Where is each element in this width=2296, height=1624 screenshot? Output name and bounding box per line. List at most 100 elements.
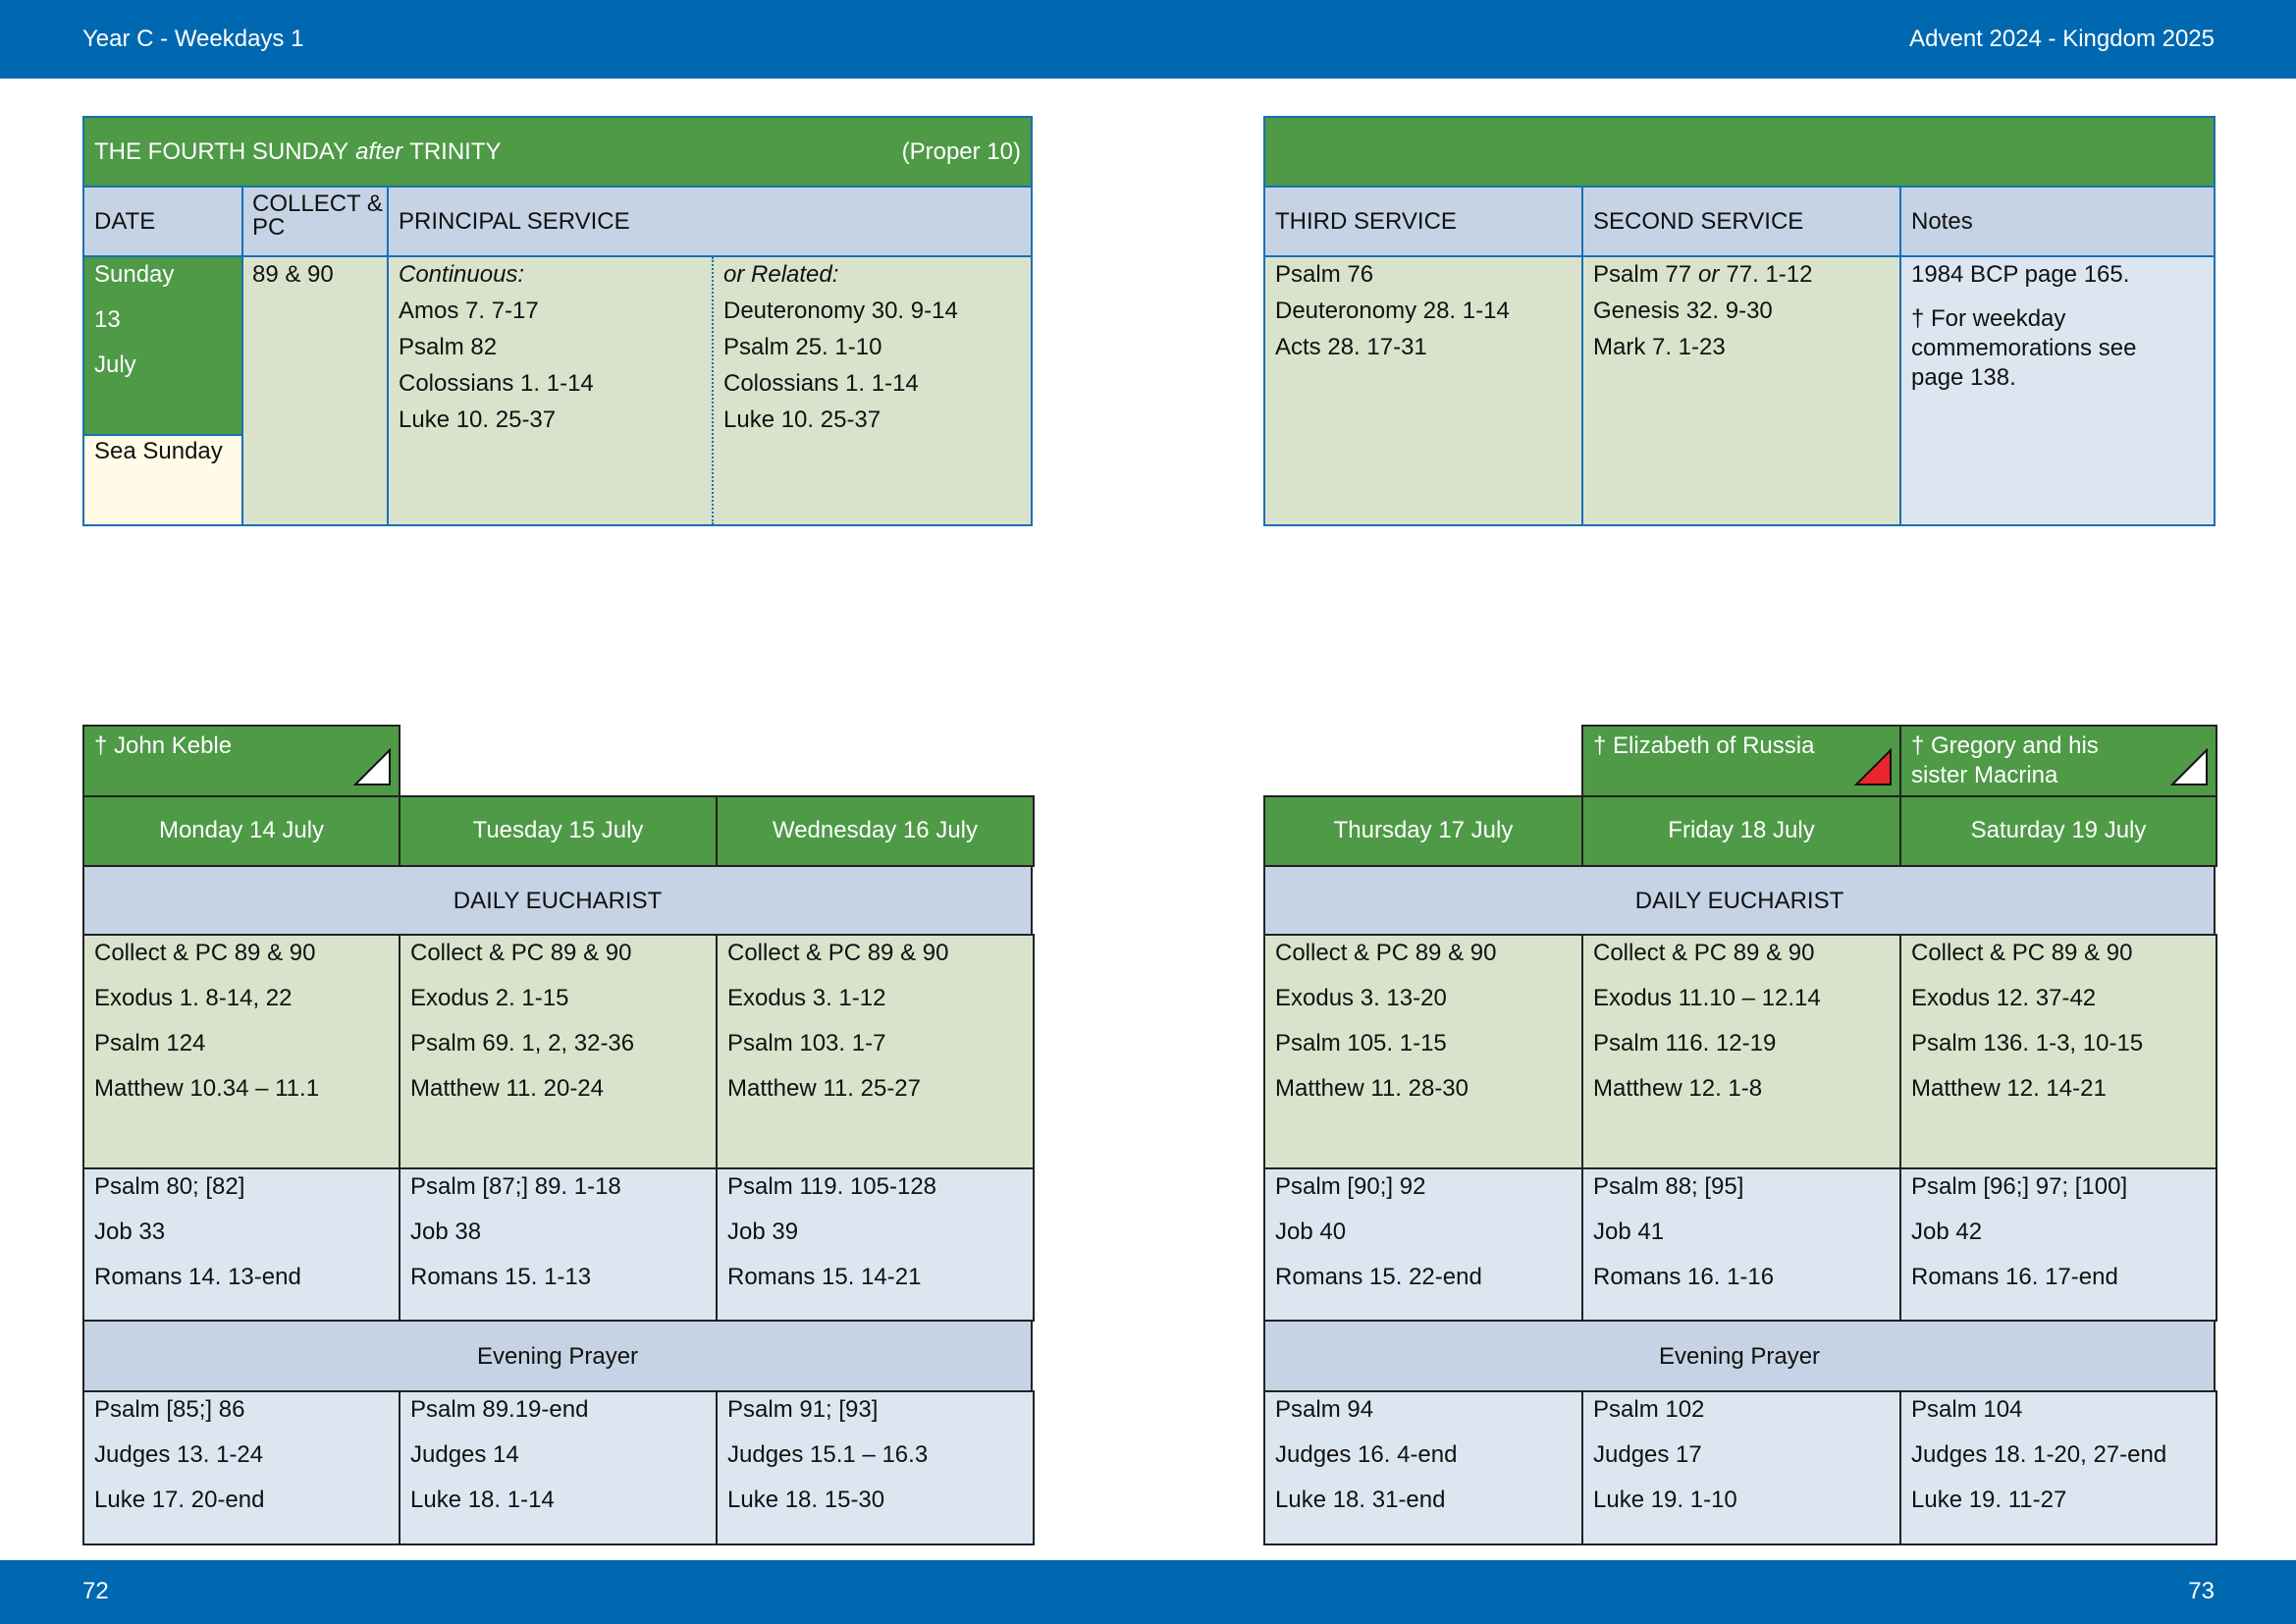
- note: † For weekday commemorations see page 13…: [1911, 305, 2137, 391]
- header-cell: [1899, 186, 2216, 257]
- footer-bar: [0, 1560, 2296, 1624]
- reading: Judges 13. 1-24: [94, 1441, 264, 1468]
- reading: Psalm [96;] 97; [100]: [1911, 1173, 2128, 1200]
- text-part: after: [355, 138, 403, 165]
- reading: Judges 17: [1593, 1441, 1702, 1468]
- evening-cell: [399, 1390, 718, 1545]
- reading: Psalm 69. 1, 2, 32-36: [410, 1030, 635, 1056]
- day-date: Thursday 17 July: [1333, 817, 1514, 843]
- reading: Judges 15.1 – 16.3: [727, 1441, 929, 1468]
- reading: Psalm 88; [95]: [1593, 1173, 1744, 1200]
- evening-cell: [1899, 1390, 2217, 1545]
- reading: Colossians 1. 1-14: [723, 370, 919, 397]
- eucharist-cell: [82, 934, 400, 1169]
- reading: Luke 17. 20-end: [94, 1487, 265, 1513]
- header-bar: [0, 0, 2296, 79]
- date-cell: [399, 795, 718, 867]
- marker-triangle: [1854, 748, 1892, 785]
- reading: Exodus 3. 13-20: [1275, 985, 1447, 1011]
- header-cell: [241, 186, 389, 257]
- morning-cell: [399, 1167, 718, 1322]
- reading: Psalm 119. 105-128: [727, 1173, 937, 1200]
- reading-cell: [1581, 255, 1901, 526]
- section-label: DAILY EUCHARIST: [1634, 888, 1844, 914]
- commemoration-cell: [1581, 725, 1901, 797]
- day-date: Wednesday 16 July: [772, 817, 978, 843]
- reading: Collect & PC 89 & 90: [94, 940, 316, 966]
- reading: Psalm 82: [399, 334, 498, 360]
- reading: Psalm 94: [1275, 1396, 1374, 1423]
- reading: Matthew 10.34 – 11.1: [94, 1075, 320, 1102]
- reading: Mark 7. 1-23: [1593, 334, 1726, 360]
- page-number: 73: [2188, 1578, 2215, 1604]
- eucharist-cell: [1899, 934, 2217, 1169]
- reading: Exodus 12. 37-42: [1911, 985, 2097, 1011]
- reading: Job 39: [727, 1218, 799, 1245]
- commemoration-cell: [1899, 725, 2217, 797]
- reading: Collect & PC 89 & 90: [410, 940, 632, 966]
- reading: Job 33: [94, 1218, 166, 1245]
- marker-triangle: [2170, 748, 2208, 785]
- page-number: 72: [82, 1578, 109, 1604]
- reading: Matthew 11. 28-30: [1275, 1075, 1469, 1102]
- sea-sunday: Sea Sunday: [94, 438, 223, 464]
- reading: Psalm 136. 1-3, 10-15: [1911, 1030, 2144, 1056]
- divider: [712, 257, 714, 524]
- column-header: THIRD SERVICE: [1275, 208, 1457, 235]
- reading: Psalm 102: [1593, 1396, 1705, 1423]
- reading: Luke 18. 15-30: [727, 1487, 885, 1513]
- column-header: Notes: [1911, 208, 1973, 235]
- proper: (Proper 10): [901, 138, 1021, 165]
- text-part: THE FOURTH SUNDAY: [94, 138, 349, 165]
- reading: Collect & PC 89 & 90: [1911, 940, 2133, 966]
- date-cell: [716, 795, 1035, 867]
- reading: Matthew 11. 25-27: [727, 1075, 922, 1102]
- reading: Collect & PC 89 & 90: [1275, 940, 1497, 966]
- commemoration-cell: [82, 725, 400, 797]
- reading: Genesis 32. 9-30: [1593, 298, 1773, 324]
- reading: Luke 18. 31-end: [1275, 1487, 1446, 1513]
- day-date: Saturday 19 July: [1970, 817, 2147, 843]
- header-left: Year C - Weekdays 1: [82, 26, 304, 52]
- eucharist-cell: [716, 934, 1035, 1169]
- marker-triangle: [353, 748, 391, 785]
- reading-label: or Related:: [723, 261, 839, 288]
- date-line: July: [94, 352, 136, 378]
- reading: Deuteronomy 28. 1-14: [1275, 298, 1510, 324]
- reading-cell: [387, 255, 1033, 526]
- reading: Matthew 12. 1-8: [1593, 1075, 1763, 1102]
- date-cell: [1899, 795, 2217, 867]
- reading: Luke 10. 25-37: [723, 406, 881, 433]
- text-part: Psalm 77: [1593, 261, 1692, 288]
- commemoration: † Elizabeth of Russia: [1593, 732, 1815, 759]
- reading: Exodus 2. 1-15: [410, 985, 569, 1011]
- text-part: TRINITY: [409, 138, 502, 165]
- reading: Acts 28. 17-31: [1275, 334, 1427, 360]
- date-line: Sunday: [94, 261, 175, 288]
- sea-cell: [82, 434, 243, 526]
- column-header: SECOND SERVICE: [1593, 208, 1804, 235]
- reading: Luke 10. 25-37: [399, 406, 557, 433]
- sunday-title: THE FOURTH SUNDAY after TRINITY: [94, 137, 501, 167]
- morning-cell: [82, 1167, 400, 1322]
- reading: Amos 7. 7-17: [399, 298, 539, 324]
- reading: Romans 16. 1-16: [1593, 1264, 1775, 1290]
- section-label: Evening Prayer: [476, 1343, 639, 1370]
- triangle: [353, 748, 391, 785]
- reading: Romans 14. 13-end: [94, 1264, 301, 1290]
- reading: Psalm 76: [1275, 261, 1374, 288]
- reading: Luke 18. 1-14: [410, 1487, 555, 1513]
- text-part: 77. 1-12: [1726, 261, 1813, 288]
- section-label-row: [82, 1320, 1033, 1392]
- reading: Luke 19. 11-27: [1911, 1487, 2067, 1513]
- date-cell: [1263, 795, 1583, 867]
- reading: Exodus 3. 1-12: [727, 985, 886, 1011]
- reading-cell: [1263, 255, 1583, 526]
- commemoration: † John Keble: [94, 732, 233, 759]
- reading-cell: [1899, 255, 2216, 526]
- reading: Romans 16. 17-end: [1911, 1264, 2118, 1290]
- title-row: [1263, 116, 2216, 188]
- day-date: Monday 14 July: [158, 817, 325, 843]
- date-cell: [82, 255, 243, 436]
- reading: Judges 14: [410, 1441, 519, 1468]
